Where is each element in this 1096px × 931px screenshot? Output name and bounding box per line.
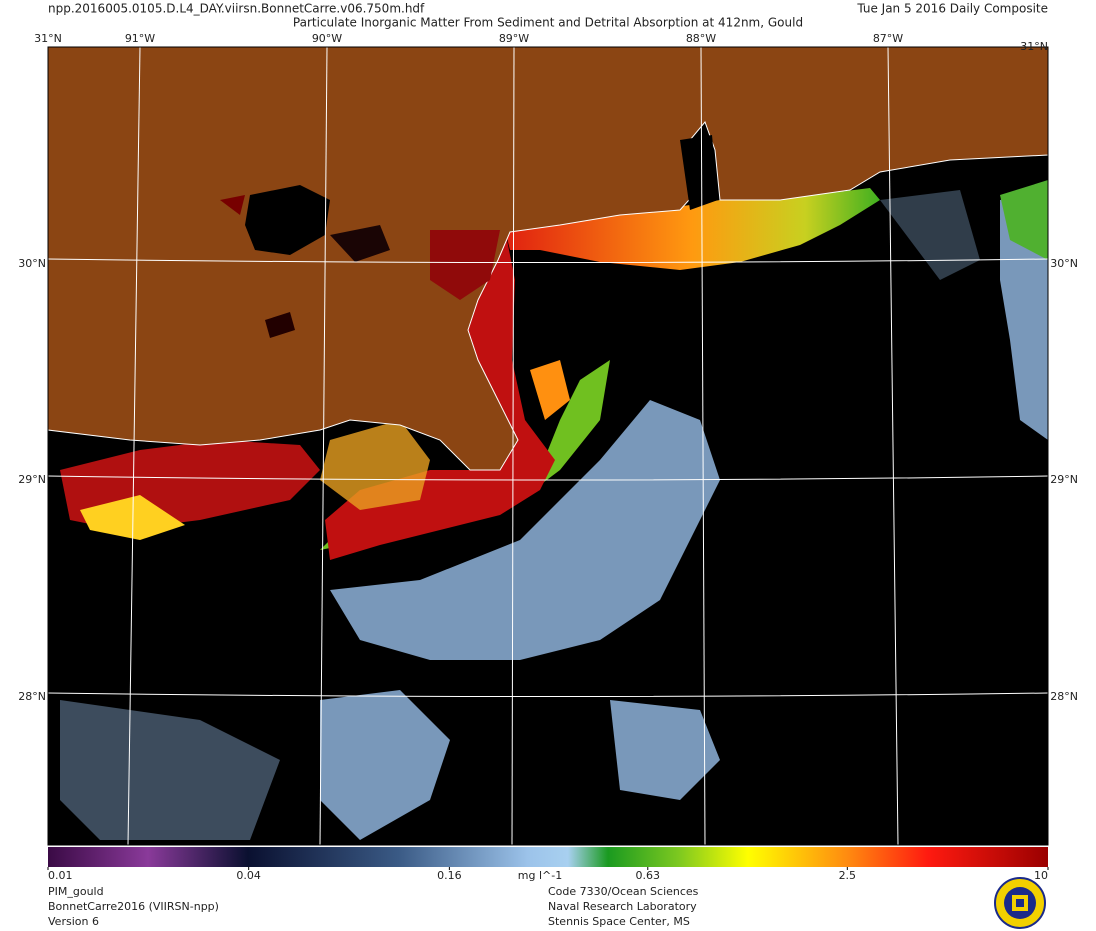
lon-label: 91°W (125, 32, 155, 45)
colorbar (47, 847, 1049, 870)
lake (265, 312, 295, 338)
colorbar-tick-label: 10 (1034, 869, 1048, 882)
footer-text: Naval Research Laboratory (548, 900, 697, 913)
graticule (47, 46, 1049, 846)
land (47, 46, 1049, 471)
date-label: Tue Jan 5 2016 Daily Composite (856, 2, 1048, 16)
lat-label: 29°N (18, 473, 46, 486)
lat-label: 29°N (1050, 473, 1078, 486)
map-frame (47, 46, 1049, 846)
lat-label: 30°N (1050, 257, 1078, 270)
low-concentration (60, 190, 1048, 840)
plume-green (1000, 180, 1048, 260)
footer-text: Stennis Space Center, MS (548, 915, 690, 928)
colorbar-tick-label: 2.5 (839, 869, 857, 882)
mobile-bay (680, 135, 718, 210)
footer-text: Code 7330/Ocean Sciences (548, 885, 699, 898)
corner-label: 31°N (34, 32, 62, 45)
colorbar-tick-label: 0.01 (48, 869, 73, 882)
footer-text: Version 6 (48, 915, 99, 928)
lon-label: 90°W (312, 32, 342, 45)
lat-label: 30°N (18, 257, 46, 270)
footer-text: PIM_gould (48, 885, 104, 898)
lon-label: 89°W (499, 32, 529, 45)
colorbar-tick-label: 0.63 (636, 869, 661, 882)
plume-delta (325, 230, 555, 560)
lake-pontchartrain (245, 185, 330, 255)
map (47, 46, 1049, 846)
lon-label: 87°W (873, 32, 903, 45)
plume-orange (530, 360, 570, 420)
file-name: npp.2016005.0105.D.L4_DAY.viirsn.BonnetC… (48, 2, 425, 16)
colorbar-ramp (48, 847, 1048, 867)
lat-label: 28°N (18, 690, 46, 703)
colorbar-tick-label: 0.04 (236, 869, 261, 882)
lon-label: 88°W (686, 32, 716, 45)
delta-marsh (430, 230, 500, 300)
lake-borgne (330, 225, 390, 262)
nrl-logo (994, 877, 1046, 929)
colorbar-tick-label: 0.16 (437, 869, 462, 882)
corner-label: 31°N (1020, 40, 1048, 53)
plume-east (505, 188, 880, 270)
plume-yellow (320, 420, 430, 510)
lat-label: 28°N (1050, 690, 1078, 703)
map-title: Particulate Inorganic Matter From Sedime… (293, 16, 803, 30)
footer-text: BonnetCarre2016 (VIIRSN-npp) (48, 900, 219, 913)
lake (220, 195, 245, 215)
colorbar-unit: mg l^-1 (518, 869, 562, 882)
